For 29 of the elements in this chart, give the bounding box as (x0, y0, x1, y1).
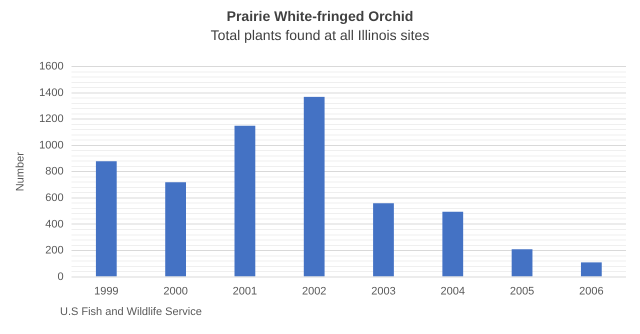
y-tick-label: 1000 (39, 139, 64, 152)
y-tick-label: 200 (45, 244, 64, 257)
y-tick-label: 400 (45, 218, 64, 230)
x-tick-label: 2005 (510, 285, 534, 298)
x-tick-label: 2002 (302, 285, 326, 298)
y-tick-label: 800 (45, 166, 64, 178)
x-tick-label: 2003 (371, 285, 396, 298)
bar (165, 182, 186, 276)
chart-subtitle: Total plants found at all Illinois sites (210, 27, 430, 43)
bar (373, 203, 394, 276)
x-tick-label: 2000 (163, 285, 188, 298)
bar (304, 96, 325, 276)
x-tick-label: 2004 (440, 285, 466, 298)
bar (512, 249, 532, 276)
x-tick-label: 2001 (232, 285, 258, 298)
bar (234, 126, 256, 276)
chart-title: Prairie White-fringed Orchid (226, 8, 414, 24)
bar (96, 161, 117, 276)
bar (580, 262, 602, 276)
y-tick-label: 600 (45, 192, 64, 204)
y-axis-title: Number (14, 152, 27, 192)
y-tick-label: 0 (58, 270, 64, 283)
text: U.S Fish and Wildlife Service (60, 306, 202, 318)
bar (442, 212, 464, 276)
x-tick-label: 1999 (94, 285, 119, 298)
y-tick-label: 1600 (39, 60, 64, 73)
y-tick-label: 1400 (39, 86, 64, 99)
x-tick-label: 2006 (579, 285, 604, 298)
y-tick-label: 1200 (39, 113, 64, 126)
